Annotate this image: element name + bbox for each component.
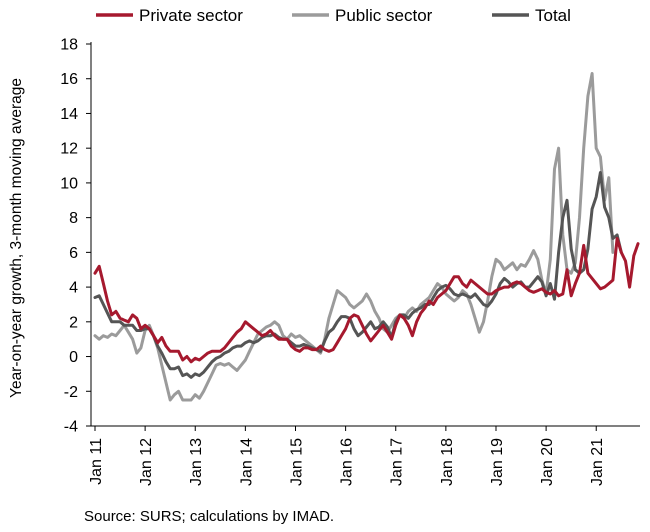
series-line-private-sector <box>93 237 640 364</box>
y-tick-label: 8 <box>69 210 78 227</box>
x-tick-label: Jan 14 <box>238 438 255 486</box>
y-tick-label: -4 <box>64 419 78 436</box>
x-axis: Jan 11 Jan 12 Jan 13 Jan 14 Jan 15 Jan 16 Jan … <box>88 425 640 486</box>
x-tick-label: Jan 21 <box>589 438 606 486</box>
x-tick-label: Jan 11 <box>88 438 105 485</box>
y-axis-label: Year-on-year growth, 3-month moving aver… <box>8 78 25 398</box>
x-tick-label: Jan 19 <box>489 438 506 486</box>
y-tick-label: 14 <box>60 106 78 123</box>
source-note: Source: SURS; calculations by IMAD. <box>84 508 335 525</box>
series-line-public-sector <box>93 72 615 402</box>
legend-label-private-sector: Private sector <box>139 6 243 25</box>
chart-legend: Private sector Public sector Total <box>96 6 571 25</box>
y-tick-label: 12 <box>60 141 78 158</box>
y-tick-label: 6 <box>69 245 78 262</box>
x-tick-label: Jan 13 <box>188 438 205 486</box>
y-axis: -4 -2 0 2 4 6 8 10 12 14 16 18 <box>60 37 92 436</box>
y-tick-label: -2 <box>64 384 78 401</box>
y-tick-label: 10 <box>60 175 78 192</box>
x-tick-label: Jan 20 <box>539 438 556 486</box>
y-tick-label: 16 <box>60 71 78 88</box>
series-lines <box>93 72 640 402</box>
series-line-total <box>93 171 623 379</box>
x-tick-label: Jan 16 <box>339 438 356 486</box>
legend-label-total: Total <box>535 6 571 25</box>
y-tick-label: 0 <box>69 349 78 366</box>
y-tick-label: 4 <box>69 280 78 297</box>
legend-label-public-sector: Public sector <box>335 6 433 25</box>
y-tick-label: 18 <box>60 37 78 54</box>
x-tick-label: Jan 15 <box>288 438 305 486</box>
x-tick-label: Jan 17 <box>389 438 406 486</box>
line-chart: Private sector Public sector Total Year-on… <box>8 6 640 486</box>
y-tick-label: 2 <box>69 314 78 331</box>
x-tick-label: Jan 18 <box>439 438 456 486</box>
x-tick-label: Jan 12 <box>138 438 155 486</box>
